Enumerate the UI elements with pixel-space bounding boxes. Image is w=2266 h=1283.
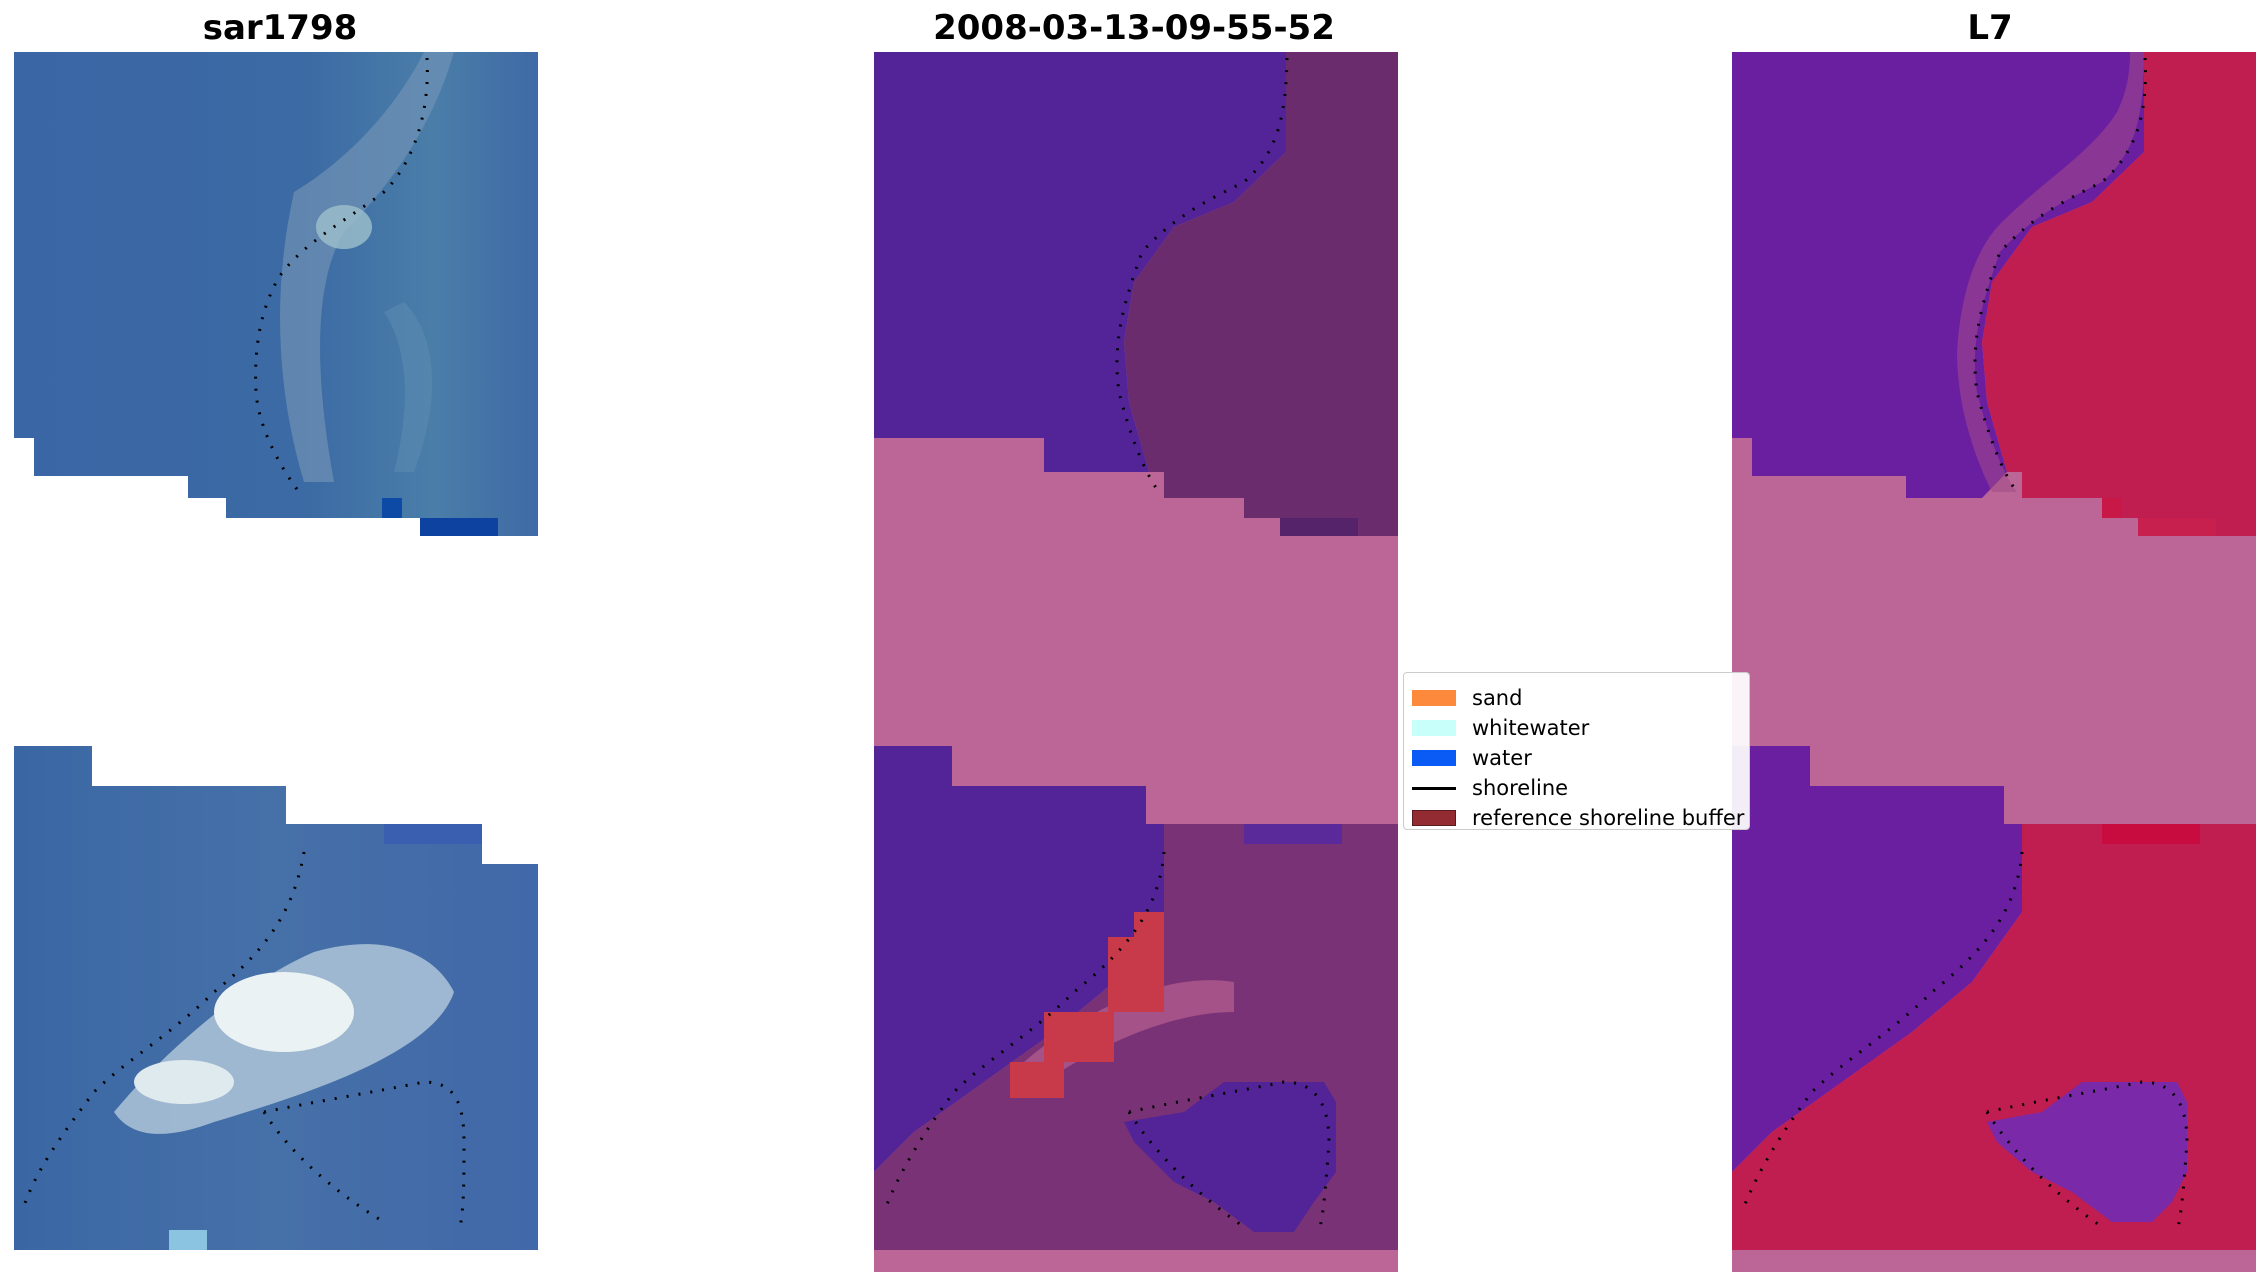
legend-label-shoreline: shoreline (1472, 776, 1569, 800)
legend-label-sand: sand (1472, 686, 1523, 710)
legend-label-reference-buffer: reference shoreline buffer (1472, 806, 1745, 830)
panel-title-index: L7 (1967, 8, 2013, 48)
legend-line-shoreline (1412, 786, 1456, 790)
legend: sand whitewater water shoreline referenc… (1403, 672, 1750, 830)
legend-label-water: water (1472, 746, 1532, 770)
panel-title-rgb: sar1798 (202, 8, 358, 48)
legend-swatch-reference-buffer (1412, 810, 1456, 826)
legend-label-whitewater: whitewater (1472, 716, 1590, 740)
legend-swatch-sand (1412, 690, 1456, 706)
index-image (1732, 52, 2256, 1272)
panel-title-classified: 2008-03-13-09-55-52 (933, 8, 1335, 48)
legend-item-reference-buffer: reference shoreline buffer (1412, 803, 1745, 830)
legend-item-water: water (1412, 743, 1532, 773)
legend-swatch-whitewater (1412, 720, 1456, 736)
rgb-satellite-image (14, 52, 538, 1250)
legend-item-sand: sand (1412, 683, 1522, 713)
classified-image (874, 52, 1398, 1272)
legend-item-whitewater: whitewater (1412, 713, 1589, 743)
legend-swatch-water (1412, 750, 1456, 766)
legend-item-shoreline: shoreline (1412, 773, 1568, 803)
